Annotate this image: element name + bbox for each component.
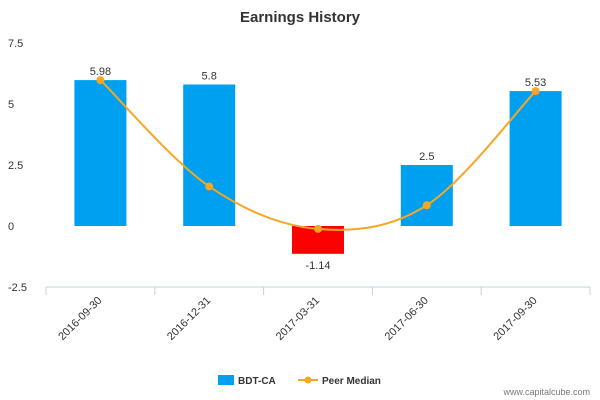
x-tick-label: 2016-12-31	[165, 295, 213, 343]
bar[interactable]	[400, 165, 453, 226]
y-tick-label: 2.5	[8, 160, 23, 172]
peer-median-point[interactable]	[205, 182, 214, 191]
bar-data-label: 2.5	[419, 151, 434, 163]
x-tick-label: 2017-03-31	[274, 295, 322, 343]
y-tick-label: 7.5	[8, 38, 23, 50]
y-tick-label: 5	[8, 99, 14, 111]
x-tick-label: 2017-06-30	[383, 295, 431, 343]
y-tick-label: -2.5	[8, 282, 27, 294]
bar-data-label: 5.98	[90, 66, 111, 78]
legend-item-peer-median[interactable]: Peer Median	[298, 376, 381, 387]
x-axis: 2016-09-30 2016-12-31 2017-03-31 2017-06-30…	[45, 286, 591, 343]
y-tick-label: 0	[8, 221, 14, 233]
credit-text: www.capitalcube.com	[502, 387, 590, 397]
peer-median-line	[99, 79, 537, 231]
peer-median-point[interactable]	[314, 224, 322, 233]
legend[interactable]: BDT-CA Peer Median	[218, 375, 381, 387]
bar[interactable]	[509, 91, 562, 227]
legend-label-peer-median: Peer Median	[322, 376, 381, 387]
x-tick-label: 2016-09-30	[56, 295, 104, 343]
legend-swatch-bdt-ca	[218, 375, 234, 385]
peer-median-point[interactable]	[422, 201, 431, 210]
bar[interactable]	[74, 80, 127, 226]
legend-marker-peer-median	[304, 376, 312, 384]
y-axis: 7.5 5 2.5 0 -2.5	[8, 38, 27, 294]
bar-data-label: 5.53	[525, 77, 546, 89]
legend-item-bdt-ca[interactable]: BDT-CA	[218, 375, 276, 387]
legend-label-bdt-ca: BDT-CA	[238, 376, 276, 387]
peer-median-point[interactable]	[96, 76, 105, 85]
bar-data-label: 5.8	[202, 70, 217, 82]
bar[interactable]	[183, 84, 236, 226]
chart-title: Earnings History	[240, 9, 361, 26]
bar-data-labels: 5.98 5.8 -1.14 2.5 5.53	[90, 66, 547, 272]
peer-median-point[interactable]	[531, 87, 540, 96]
peer-median-series	[96, 76, 540, 233]
x-tick-label: 2017-09-30	[491, 295, 539, 343]
bar-data-label: -1.14	[305, 260, 330, 272]
bar-series	[74, 80, 562, 254]
